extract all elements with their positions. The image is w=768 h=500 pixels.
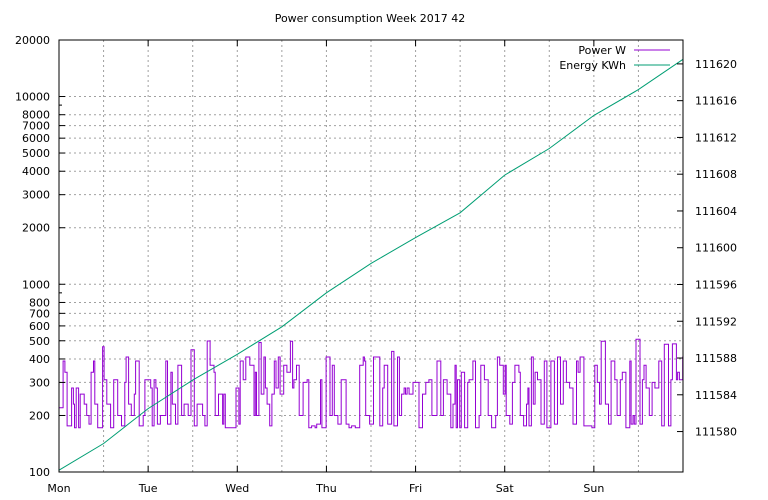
x-tick-label: Sat: [496, 482, 515, 495]
y-left-tick-label: 200: [29, 409, 50, 422]
legend-label-energy: Energy KWh: [559, 59, 626, 72]
y-right-tick-label: 111604: [695, 205, 737, 218]
chart-title: Power consumption Week 2017 42: [275, 12, 466, 25]
legend-label-power: Power W: [578, 44, 626, 57]
series-layer: [58, 58, 684, 471]
x-tick-label: Wed: [225, 482, 249, 495]
y-left-tick-label: 3000: [22, 189, 50, 202]
y-left-tick-label: 600: [29, 320, 50, 333]
y-left-tick-label: 2000: [22, 222, 50, 235]
y-left-tick-label: 300: [29, 376, 50, 389]
y-left-tick-label: 100: [29, 466, 50, 479]
y-right-tick-label: 111592: [695, 315, 737, 328]
y-right-tick-label: 111580: [695, 426, 737, 439]
grid: [59, 40, 683, 472]
y-right-tick-label: 111588: [695, 352, 737, 365]
y-right-tick-label: 111608: [695, 168, 737, 181]
y-left-tick-label: 7000: [22, 120, 50, 133]
y-left-tick-label: 1000: [22, 278, 50, 291]
y-right-tick-label: 111620: [695, 58, 737, 71]
y-left-tick-label: 8000: [22, 109, 50, 122]
x-tick-label: Sun: [583, 482, 604, 495]
x-tick-label: Tue: [138, 482, 158, 495]
plot-frame: [58, 39, 684, 473]
y-left-tick-label: 400: [29, 353, 50, 366]
y-left-tick-label: 800: [29, 296, 50, 309]
y-right-tick-label: 111616: [695, 95, 737, 108]
y-left-tick-label: 500: [29, 335, 50, 348]
x-tick-label: Fri: [409, 482, 422, 495]
x-tick-label: Thu: [315, 482, 337, 495]
y-left-tick-label: 700: [29, 307, 50, 320]
series-power-line: [59, 338, 684, 429]
x-tick-label: Mon: [47, 482, 70, 495]
y-right-tick-label: 111600: [695, 242, 737, 255]
y-left-tick-label: 5000: [22, 147, 50, 160]
y-left-tick-label: 20000: [15, 34, 50, 47]
y-left-tick-label: 6000: [22, 132, 50, 145]
y-left-tick-label: 10000: [15, 91, 50, 104]
y-right-tick-label: 111596: [695, 278, 737, 291]
axis-ticks: Mon Tue Wed Thu Fri Sat Sun1002003004005006007…: [15, 34, 737, 495]
y-right-tick-label: 111612: [695, 131, 737, 144]
series-energy-line: [58, 58, 684, 471]
y-left-tick-label: 4000: [22, 165, 50, 178]
legend: Power W Energy KWh: [559, 44, 670, 72]
y-right-tick-label: 111584: [695, 389, 737, 402]
